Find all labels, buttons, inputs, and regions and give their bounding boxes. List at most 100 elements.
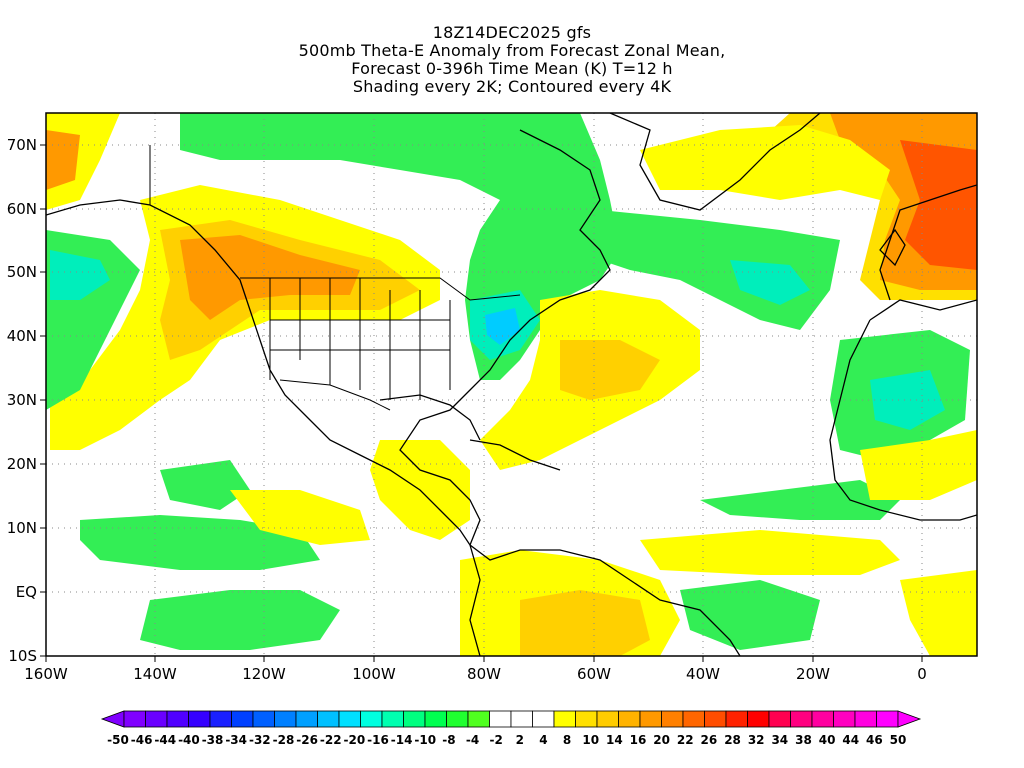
colorbar-swatch: [489, 710, 512, 728]
coast-north-america-east: [399, 129, 611, 546]
y-tick-label: 50N: [7, 263, 37, 281]
shade-alaska-orange: [46, 130, 80, 190]
colorbar-label: -2: [490, 733, 503, 747]
colorbar-label: 46: [866, 733, 883, 747]
colorbar-labels: -50 -46 -44 -40 -38 -34 -32 -28 -26 -22 -20 -16 -14-…: [107, 733, 906, 747]
colorbar-swatch: [768, 710, 791, 728]
colorbar-label: 10: [582, 733, 599, 747]
y-tick-label: 60N: [7, 200, 37, 218]
coast-gulf: [379, 394, 481, 441]
shade-newengland-blue: [485, 308, 520, 345]
title-line-4: Shading every 2K; Contoured every 4K: [352, 77, 672, 96]
coast-caribbean-islands: [469, 439, 561, 471]
colorbar-label: 26: [701, 733, 718, 747]
colorbar-label: -32: [249, 733, 271, 747]
plot-frame: [45, 112, 978, 657]
colorbar-label: 20: [653, 733, 670, 747]
shade-sa-gold: [520, 590, 650, 656]
y-tick-label: 30N: [7, 391, 37, 409]
colorbar-swatch: [360, 710, 383, 728]
x-tick-label: 140W: [133, 665, 177, 683]
gridlines: [46, 113, 977, 656]
colorbar-swatch: [446, 710, 469, 728]
shade-africa-cyan: [870, 370, 945, 430]
colorbar-label: 50: [890, 733, 907, 747]
colorbar-swatch: [424, 710, 447, 728]
shade-africa-yellow2: [900, 570, 977, 656]
y-axis-labels: 70N 60N 50N 40N 30N 20N 10N EQ 10S: [7, 136, 37, 665]
shade-tropatl-green2: [680, 580, 820, 650]
political-boundaries: [149, 145, 521, 411]
colorbar-label: -34: [225, 733, 247, 747]
colorbar-swatch: [618, 710, 641, 728]
colorbar-swatch: [661, 710, 684, 728]
x-tick-label: 60W: [577, 665, 611, 683]
colorbar-swatch: [403, 710, 426, 728]
colorbar-left-arrow: [100, 710, 125, 728]
colorbar-swatch: [639, 710, 662, 728]
x-tick-label: 40W: [686, 665, 720, 683]
colorbar-swatch: [682, 710, 705, 728]
anomaly-shading: [46, 113, 977, 656]
us-mexico-border: [279, 379, 391, 411]
title-line-2: 500mb Theta-E Anomaly from Forecast Zona…: [298, 41, 726, 60]
colorbar-swatch: [252, 710, 275, 728]
colorbar-swatch: [317, 710, 340, 728]
colorbar-label: -10: [414, 733, 436, 747]
colorbar-swatch: [295, 710, 318, 728]
colorbar-swatch: [209, 710, 232, 728]
coast-south-america: [469, 544, 741, 656]
x-tick-label: 20W: [796, 665, 830, 683]
shade-atlantic-cyan: [730, 260, 810, 305]
colorbar-label: -46: [131, 733, 153, 747]
shade-subtrop-gold: [560, 340, 660, 400]
colorbar-label: 14: [606, 733, 623, 747]
colorbar-swatch: [166, 710, 189, 728]
colorbar-label: -50: [107, 733, 129, 747]
us-canada-border: [240, 277, 521, 301]
chart-title-block: 18Z14DEC2025 gfs 500mb Theta-E Anomaly f…: [0, 24, 1024, 96]
y-tick-label: 10N: [7, 519, 37, 537]
colorbar-label: -4: [466, 733, 479, 747]
shade-tropacific-yellow: [230, 490, 370, 545]
colorbar-swatch: [231, 710, 254, 728]
coast-uk: [879, 228, 906, 267]
colorbar-swatch: [747, 710, 770, 728]
colorbar-label: -40: [178, 733, 200, 747]
colorbar-label: -26: [296, 733, 318, 747]
coast-south-america-west: [469, 544, 481, 656]
colorbar-swatch: [704, 710, 727, 728]
shade-europe-red: [900, 140, 977, 270]
shade-pacific-cyan: [50, 250, 110, 300]
colorbar-swatch: [123, 710, 146, 728]
colorbar-label: -38: [202, 733, 224, 747]
colorbar-swatch: [188, 710, 211, 728]
x-tick-label: 160W: [24, 665, 68, 683]
x-axis-labels: 160W 140W 120W 100W 80W 60W 40W 20W 0: [24, 665, 927, 683]
x-tick-label: 120W: [242, 665, 286, 683]
colorbar-label: 22: [677, 733, 694, 747]
colorbar-swatch: [553, 710, 576, 728]
shade-tropatl-yellow: [640, 530, 900, 575]
colorbar: [100, 710, 922, 728]
colorbar-label: 40: [819, 733, 836, 747]
colorbar-swatch: [811, 710, 834, 728]
y-tick-label: 70N: [7, 136, 37, 154]
colorbar-swatch: [790, 710, 813, 728]
colorbar-label: 2: [516, 733, 524, 747]
colorbar-label: 4: [539, 733, 547, 747]
y-tick-label: 10S: [8, 647, 37, 665]
title-line-1: 18Z14DEC2025 gfs: [432, 23, 592, 42]
title-line-3: Forecast 0-396h Time Mean (K) T=12 h: [351, 59, 673, 78]
x-tick-label: 0: [917, 665, 927, 683]
axis-ticks: [40, 144, 923, 662]
colorbar-swatch: [145, 710, 168, 728]
colorbar-swatch: [338, 710, 361, 728]
colorbar-label: 38: [795, 733, 812, 747]
shade-tropacific-green2: [140, 590, 340, 650]
colorbar-label: -16: [367, 733, 389, 747]
colorbar-swatch: [854, 710, 877, 728]
colorbar-label: 16: [630, 733, 647, 747]
colorbar-right-arrow: [897, 710, 922, 728]
